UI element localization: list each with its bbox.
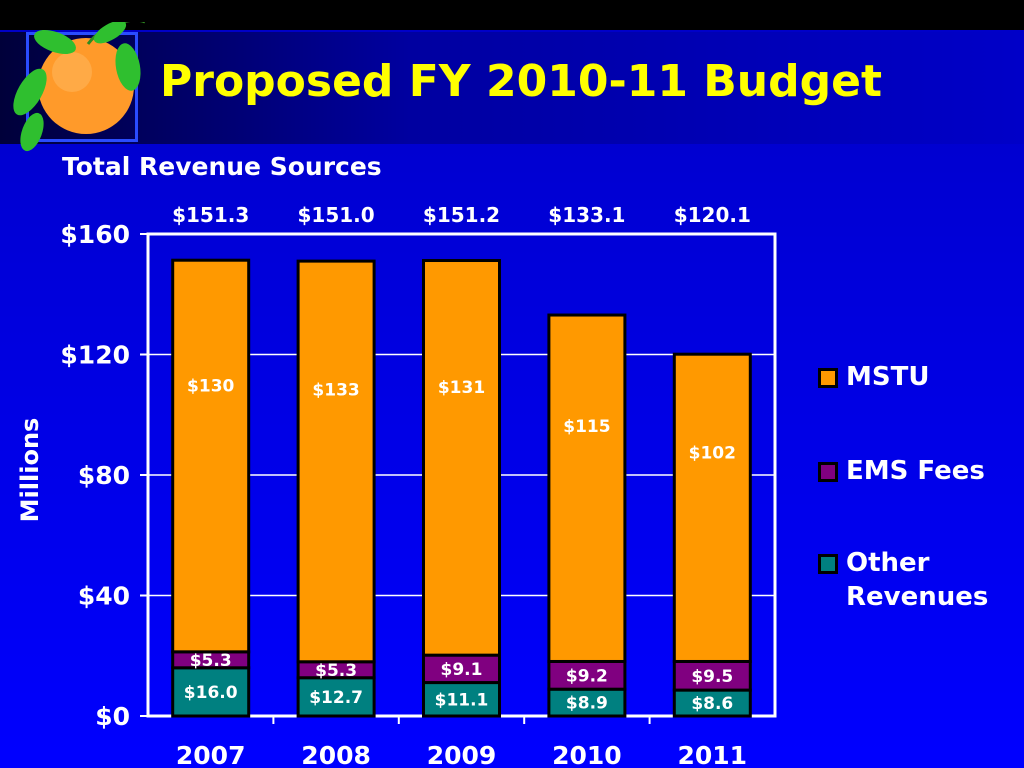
legend-label-mstu: MSTU	[846, 362, 930, 392]
chart-subtitle: Total Revenue Sources	[62, 152, 382, 181]
bar-total-label: $151.2	[423, 203, 500, 227]
segment-value-label: $8.6	[691, 694, 733, 714]
y-tick-label: $80	[78, 461, 130, 490]
bar-segment-other-revenues	[422, 681, 501, 718]
segment-value-label: $115	[563, 417, 610, 437]
y-tick-label: $160	[60, 220, 130, 249]
legend-label-other-revenues: Other Revenues	[846, 548, 989, 612]
legend-swatch-other-revenues	[818, 554, 838, 574]
x-tick-label: 2010	[552, 741, 622, 768]
segment-value-label: $133	[312, 380, 359, 400]
segment-value-label: $131	[438, 378, 485, 398]
segment-value-label: $5.3	[315, 661, 357, 681]
bar-segment-mstu	[296, 259, 376, 664]
bar-total-label: $120.1	[674, 203, 751, 227]
bar-total-label: $151.3	[172, 203, 249, 227]
segment-value-label: $9.5	[691, 667, 733, 687]
segment-value-label: $9.2	[566, 666, 608, 686]
x-tick-label: 2008	[301, 741, 371, 768]
segment-value-label: $16.0	[184, 683, 238, 703]
y-tick-label: $120	[60, 341, 130, 370]
y-tick-label: $40	[78, 582, 130, 611]
segment-value-label: $11.1	[435, 690, 489, 710]
legend-label-ems-fees: EMS Fees	[846, 456, 985, 486]
bar-total-label: $151.0	[298, 203, 375, 227]
bar-total-label: $133.1	[548, 203, 625, 227]
title-banner	[0, 32, 1024, 144]
x-tick-label: 2007	[176, 741, 246, 768]
bar-segment-mstu	[547, 313, 627, 663]
x-tick-label: 2009	[427, 741, 497, 768]
slide-title: Proposed FY 2010-11 Budget	[160, 56, 882, 107]
orange-logo-icon	[13, 22, 145, 152]
bar-segment-other-revenues	[296, 676, 376, 718]
bar-segment-mstu	[171, 258, 251, 654]
segment-value-label: $5.3	[190, 651, 232, 671]
segment-value-label: $102	[689, 444, 736, 464]
bar-segment-other-revenues	[672, 688, 752, 718]
segment-value-label: $130	[187, 377, 234, 397]
segment-value-label: $8.9	[566, 694, 608, 714]
bar-segment-mstu	[672, 352, 752, 663]
y-axis-label: Millions	[16, 418, 44, 523]
legend-swatch-ems-fees	[818, 462, 838, 482]
segment-value-label: $12.7	[309, 688, 363, 708]
legend-swatch-mstu	[818, 368, 838, 388]
bar-segment-mstu	[422, 259, 501, 657]
segment-value-label: $9.1	[441, 660, 483, 680]
bar-segment-ems-fees	[422, 653, 501, 685]
y-tick-label: $0	[95, 702, 130, 731]
x-tick-label: 2011	[678, 741, 748, 768]
